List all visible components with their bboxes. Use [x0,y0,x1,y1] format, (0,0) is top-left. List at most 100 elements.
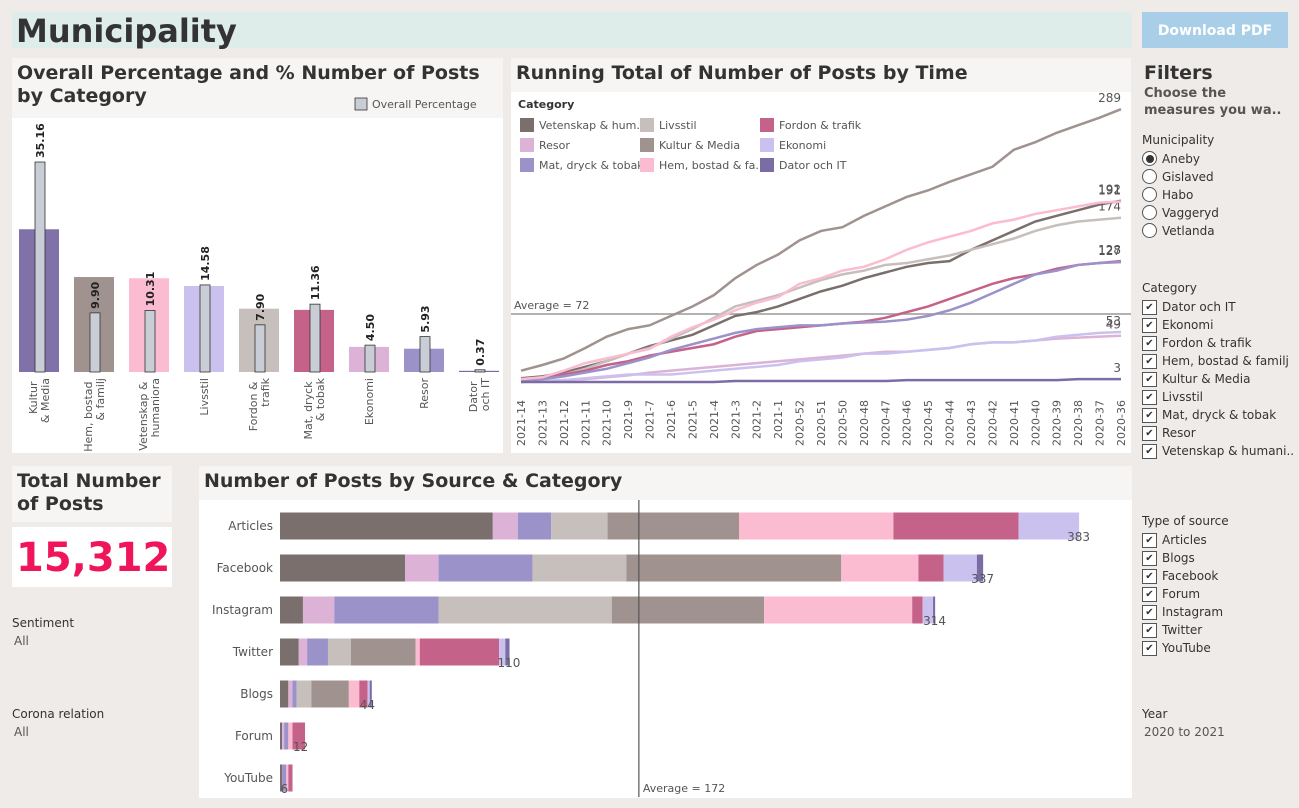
filter-option[interactable]: Hem, bostad & familj [1142,352,1289,370]
bar-segment [296,680,312,708]
x-tick-label: 2021-14 [515,400,528,446]
download-button[interactable]: Download PDF [1142,12,1288,48]
filter-option[interactable]: Fordon & trafik [1142,334,1252,352]
bar-segment [280,722,283,750]
bar-segment [764,596,913,624]
filter-option[interactable]: Forum [1142,585,1200,603]
bar-segment [405,554,439,582]
bar-segment [918,554,944,582]
x-tick-label: 2021-13 [536,400,549,446]
filters-subtitle: Choose the measures you wa.. [1144,86,1282,118]
year-value[interactable]: 2020 to 2021 [1144,725,1225,739]
x-tick-label: 2021-7 [644,400,657,439]
filter-option[interactable]: Facebook [1142,567,1218,585]
x-tick-label: 2020-52 [794,400,807,446]
filter-label: Year [1142,707,1168,721]
x-tick-label: Ekonomi [363,378,376,425]
filter-option[interactable]: Mat, dryck & tobak [1142,406,1276,424]
data-label: 10.31 [144,272,157,307]
legend-label: Resor [539,139,570,152]
line [520,260,1122,383]
end-label: 53 [1106,314,1121,328]
corona-value[interactable]: All [14,725,29,739]
filter-option[interactable]: Vetenskap & humani.. [1142,442,1294,460]
bar [199,284,211,373]
filter-option[interactable]: Kultur & Media [1142,370,1250,388]
reference-label: Average = 72 [514,299,589,312]
filter-option[interactable]: Twitter [1142,621,1202,639]
kpi-title: Total Number of Posts [12,466,172,522]
bar [364,344,376,373]
filter-option[interactable]: Ekonomi [1142,316,1213,334]
total-label: 383 [1067,530,1090,544]
bar-segment [280,596,303,624]
bar [474,369,486,373]
bar-segment [348,680,360,708]
y-tick-label: YouTube [223,771,273,785]
y-tick-label: Forum [235,729,273,743]
x-tick-label: 2020-36 [1115,400,1128,446]
x-tick-label: 2020-51 [815,400,828,446]
filter-option[interactable]: Instagram [1142,603,1223,621]
bar-segment [280,512,493,540]
legend-label: Hem, bostad & fa.. [659,159,762,172]
bar-segment [292,722,306,750]
bar-segment [739,512,894,540]
bar-segment [922,596,934,624]
bar-segment [438,554,533,582]
bar-segment [282,764,287,792]
x-tick-label: 2021-4 [708,400,721,439]
kpi-value: 15,312 [12,527,172,587]
x-tick-label: 2021-12 [558,400,571,446]
legend-label: Livsstil [659,119,697,132]
x-tick-label: Dator och IT [467,378,492,413]
filter-option[interactable]: Dator och IT [1142,298,1236,316]
sentiment-value[interactable]: All [14,634,29,648]
total-label: 314 [923,614,946,628]
filter-option[interactable]: Gislaved [1142,168,1214,186]
bar-segment [893,512,1019,540]
filter-option[interactable]: Vetlanda [1142,222,1215,240]
x-tick-label: 2020-39 [1051,400,1064,446]
filter-label: Type of source [1142,514,1229,528]
y-tick-label: Blogs [240,687,273,701]
filter-option[interactable]: Livsstil [1142,388,1203,406]
end-label: 289 [1098,91,1121,105]
filter-option[interactable]: Habo [1142,186,1193,204]
header-title: Municipality [12,12,1132,50]
x-tick-label: 2020-46 [901,400,914,446]
legend-label: Ekonomi [779,139,826,152]
bar-segment [334,596,439,624]
data-label: 0.37 [474,339,487,366]
filter-option[interactable]: Blogs [1142,549,1195,567]
bar-segment [841,554,919,582]
filter-option[interactable]: YouTube [1142,639,1211,657]
bar-segment [288,680,293,708]
bar-segment [976,554,984,582]
filter-option[interactable]: Vaggeryd [1142,204,1219,222]
x-tick-label: 2021-9 [622,400,635,439]
legend-swatch [640,158,654,172]
filter-option[interactable]: Articles [1142,531,1207,549]
bar-segment [350,638,416,666]
bar-segment [280,638,299,666]
filter-option[interactable]: Resor [1142,424,1196,442]
filter-option[interactable]: Aneby [1142,150,1200,168]
bar-segment [284,722,289,750]
total-label: 12 [293,740,308,754]
x-tick-label: Hem, bostad & familj [82,378,107,452]
data-label: 11.36 [309,265,322,300]
bar-segment [311,680,349,708]
bar [144,310,156,373]
sentiment-label: Sentiment [12,616,75,630]
legend-label: Fordon & trafik [779,119,862,132]
line [520,199,1122,380]
chart-title: Running Total of Number of Posts by Time [511,58,1131,92]
x-tick-label: 2020-41 [1008,400,1021,446]
bar-segment [307,638,328,666]
bar-segment [499,638,506,666]
bar-segment [369,680,372,708]
y-tick-label: Facebook [217,561,273,575]
legend-label: Vetenskap & hum.. [539,119,643,132]
